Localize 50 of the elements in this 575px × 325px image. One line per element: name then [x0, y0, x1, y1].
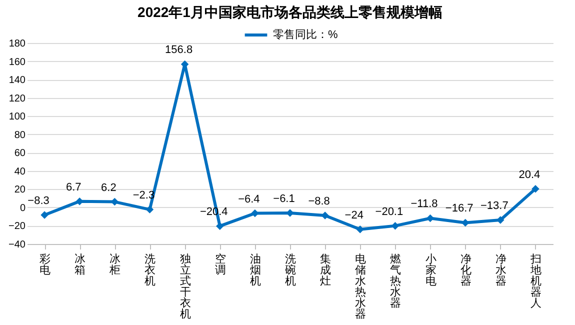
x-tick-label: 洗碗机: [285, 252, 296, 288]
x-tick-label: 洗衣机: [144, 252, 156, 288]
data-label: 6.2: [101, 182, 116, 194]
data-label: 20.4: [518, 168, 540, 181]
x-tick-label: 冰箱: [74, 252, 86, 276]
point: [40, 211, 48, 219]
data-label: 156.8: [165, 44, 193, 56]
x-tick-label: 扫地机器人: [529, 254, 542, 310]
point: [426, 214, 434, 222]
x-tick-label: 空调: [214, 252, 226, 276]
data-label: −8.3: [28, 195, 50, 208]
x-tick-label: 冰柜: [108, 252, 121, 276]
data-label: −20.1: [375, 206, 404, 218]
x-tick-label: 集成灶: [320, 254, 332, 288]
legend-label: 零售同比：%: [273, 28, 338, 41]
x-tick-label: 电储水热水器: [355, 252, 366, 320]
point: [496, 216, 504, 224]
data-label: −13.7: [480, 200, 508, 212]
y-tick-label: 100: [8, 112, 26, 123]
y-tick-label: 140: [8, 75, 26, 86]
y-tick-label: −20: [8, 221, 26, 232]
x-tick-label: 燃气热水器: [390, 254, 402, 310]
point: [146, 206, 154, 214]
x-tick-label: 独立式干衣机: [180, 252, 191, 320]
x-tick-label: 净水器: [495, 254, 506, 288]
y-tick-label: 160: [8, 56, 26, 68]
data-label: −6.4: [238, 193, 260, 206]
y-tick-label: 20: [14, 184, 26, 196]
point: [391, 222, 400, 230]
y-tick-label: −40: [8, 240, 26, 250]
x-tick-label: 小家电: [425, 252, 436, 288]
point: [532, 184, 540, 193]
data-label: 6.7: [66, 181, 82, 194]
point: [321, 212, 329, 220]
data-label: −24: [344, 209, 364, 222]
x-tick-label: 油烟机: [250, 252, 261, 288]
point: [216, 222, 224, 230]
data-label: −8.8: [308, 195, 330, 208]
chart-title: 2022年1月中国家电市场各品类线上零售规模增幅: [138, 4, 442, 20]
data-label: −11.8: [410, 198, 438, 210]
data-label: −6.1: [273, 193, 295, 206]
y-tick-label: 80: [14, 130, 26, 141]
y-tick-label: 0: [20, 202, 26, 214]
y-tick-label: 120: [8, 93, 26, 104]
x-tick-label: 彩电: [40, 254, 51, 276]
data-label: −16.7: [445, 202, 474, 215]
y-tick-label: 60: [14, 148, 26, 160]
y-tick-label: 40: [14, 166, 26, 178]
x-tick-label: 净化器: [460, 254, 472, 288]
y-tick-label: 180: [8, 38, 26, 50]
